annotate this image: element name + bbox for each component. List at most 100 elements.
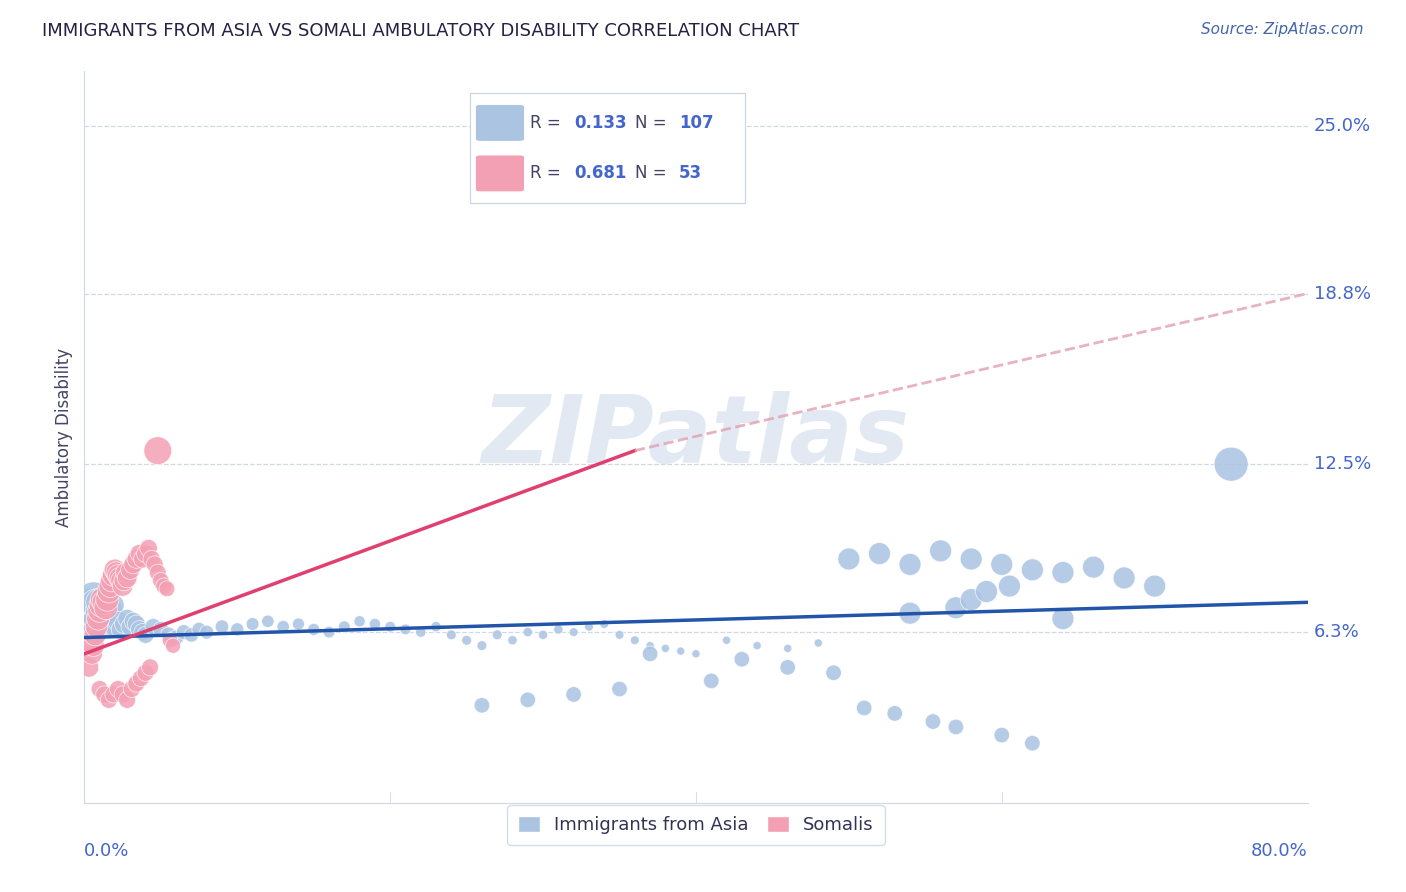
Text: 6.3%: 6.3% — [1313, 624, 1360, 641]
Point — [114, 566, 136, 580]
Point — [700, 673, 723, 688]
Point — [111, 688, 134, 702]
Point — [107, 681, 129, 696]
Point — [77, 660, 100, 674]
Point — [93, 595, 115, 609]
Point — [364, 617, 387, 632]
Point — [945, 600, 967, 615]
Point — [242, 617, 264, 632]
Point — [747, 639, 769, 653]
Point — [131, 625, 153, 640]
Point — [110, 574, 132, 588]
Point — [685, 647, 707, 661]
Point — [1114, 571, 1136, 585]
Point — [516, 625, 538, 640]
Point — [1052, 611, 1074, 625]
Point — [960, 552, 983, 566]
Point — [86, 617, 108, 632]
Point — [669, 644, 692, 658]
Point — [125, 676, 148, 690]
Point — [77, 611, 100, 625]
Point — [869, 547, 891, 561]
Point — [112, 574, 135, 588]
Point — [146, 566, 169, 580]
Text: 80.0%: 80.0% — [1251, 842, 1308, 860]
Point — [1052, 566, 1074, 580]
Point — [318, 625, 340, 640]
Point — [195, 625, 218, 640]
Point — [1021, 736, 1043, 750]
Point — [991, 728, 1014, 742]
Point — [104, 620, 127, 634]
Point — [107, 568, 129, 582]
Point — [578, 620, 600, 634]
Point — [120, 563, 142, 577]
Point — [149, 623, 172, 637]
Point — [807, 636, 830, 650]
Point — [883, 706, 905, 721]
Point — [776, 660, 799, 674]
Point — [162, 639, 184, 653]
Point — [609, 628, 631, 642]
Point — [101, 603, 124, 617]
Point — [97, 693, 120, 707]
Point — [929, 544, 952, 558]
Point — [638, 639, 661, 653]
Point — [380, 620, 402, 634]
Point — [945, 720, 967, 734]
Point — [471, 698, 494, 713]
Point — [135, 628, 157, 642]
Point — [115, 571, 138, 585]
Point — [333, 620, 356, 634]
Point — [96, 611, 118, 625]
Point — [226, 623, 249, 637]
Point — [898, 558, 921, 572]
Point — [80, 647, 103, 661]
Point — [531, 628, 554, 642]
Point — [562, 688, 585, 702]
Point — [143, 558, 166, 572]
Point — [1143, 579, 1166, 593]
Point — [409, 625, 432, 640]
Point — [516, 693, 538, 707]
Point — [86, 620, 108, 634]
Point — [110, 623, 132, 637]
Point — [180, 628, 202, 642]
Text: 18.8%: 18.8% — [1313, 285, 1371, 302]
Point — [108, 571, 131, 585]
Point — [142, 620, 165, 634]
Point — [149, 574, 172, 588]
Y-axis label: Ambulatory Disability: Ambulatory Disability — [55, 348, 73, 526]
Point — [121, 681, 143, 696]
Point — [593, 617, 616, 632]
Point — [425, 620, 447, 634]
Point — [122, 615, 145, 629]
Point — [89, 681, 111, 696]
Text: IMMIGRANTS FROM ASIA VS SOMALI AMBULATORY DISABILITY CORRELATION CHART: IMMIGRANTS FROM ASIA VS SOMALI AMBULATOR… — [42, 22, 799, 40]
Point — [823, 665, 845, 680]
Point — [129, 671, 152, 685]
Point — [654, 641, 676, 656]
Point — [87, 611, 110, 625]
Point — [107, 615, 129, 629]
Point — [122, 558, 145, 572]
Point — [91, 592, 114, 607]
Point — [159, 633, 181, 648]
Point — [120, 620, 142, 634]
Point — [456, 633, 478, 648]
Point — [90, 615, 112, 629]
Point — [838, 552, 860, 566]
Point — [115, 611, 138, 625]
Point — [115, 693, 138, 707]
Point — [211, 620, 233, 634]
Point — [138, 541, 160, 556]
Point — [89, 595, 111, 609]
Text: 25.0%: 25.0% — [1313, 117, 1371, 135]
Point — [731, 652, 754, 666]
Point — [103, 688, 125, 702]
Point — [111, 579, 134, 593]
Point — [84, 628, 107, 642]
Point — [486, 628, 509, 642]
Point — [188, 623, 211, 637]
Point — [165, 631, 187, 645]
